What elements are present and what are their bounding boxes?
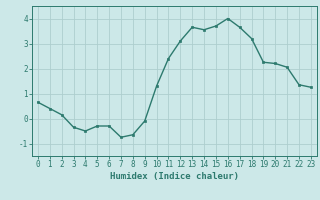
X-axis label: Humidex (Indice chaleur): Humidex (Indice chaleur) — [110, 172, 239, 181]
